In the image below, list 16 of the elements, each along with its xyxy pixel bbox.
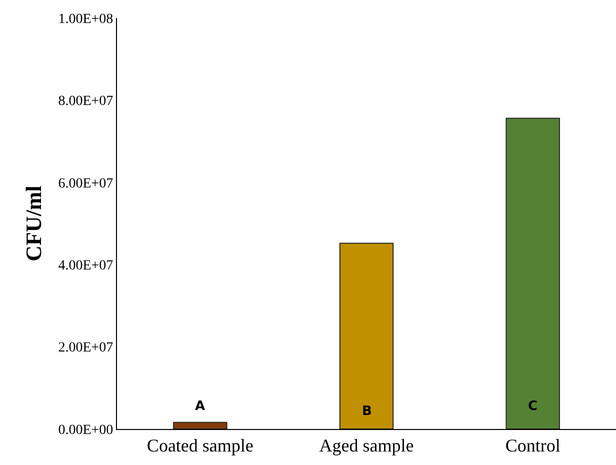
annotation: A bbox=[195, 399, 206, 414]
y-tick-label: 0.00E+00 bbox=[58, 422, 114, 438]
x-tick-label: Coated sample bbox=[146, 436, 254, 456]
y-tick-label: 8.00E+07 bbox=[58, 94, 114, 110]
y-tick-label: 6.00E+07 bbox=[58, 176, 114, 192]
y-axis-title: CFU/ml bbox=[21, 186, 46, 262]
annotation: B bbox=[362, 404, 372, 419]
bar bbox=[173, 422, 228, 429]
annotation: C bbox=[528, 399, 538, 414]
bar bbox=[506, 118, 560, 429]
x-tick-label: Aged sample bbox=[319, 436, 414, 456]
y-tick-label: 4.00E+07 bbox=[58, 258, 114, 274]
y-tick-label: 2.00E+07 bbox=[58, 340, 114, 356]
x-tick-label: Control bbox=[505, 436, 560, 456]
bar bbox=[339, 242, 394, 429]
y-tick-label: 1.00E+08 bbox=[58, 12, 114, 27]
